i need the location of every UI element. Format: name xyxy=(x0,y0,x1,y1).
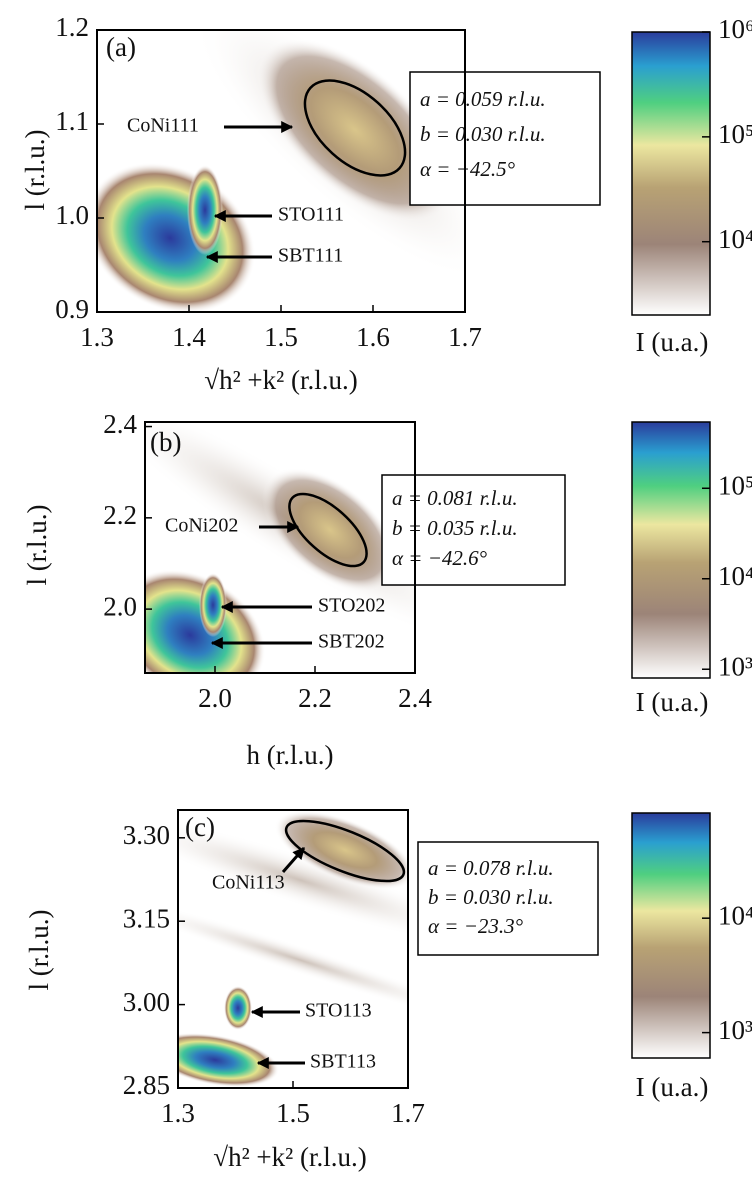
x-axis-label: h (r.l.u.) xyxy=(247,740,334,770)
intensity-map xyxy=(97,30,465,312)
fit-ellipse xyxy=(284,819,406,883)
colorbar-label: I (u.a.) xyxy=(636,1072,709,1102)
x-tick-label: 1.7 xyxy=(448,322,482,352)
colorbar-tick-label: 10³ xyxy=(718,651,752,681)
x-tick-label: 2.2 xyxy=(298,683,332,713)
annotation: CoNi111 xyxy=(127,115,199,137)
annotation: STO111 xyxy=(278,204,344,226)
fit-ellipse xyxy=(288,492,368,568)
plot-frame xyxy=(144,421,416,674)
x-tick-label: 1.4 xyxy=(172,322,206,352)
colorbar-tick-label: 10⁴ xyxy=(718,224,752,254)
y-tick-label: 2.85 xyxy=(123,1070,170,1100)
x-tick-label: 1.7 xyxy=(391,1098,425,1128)
fit-line: a = 0.078 r.l.u. xyxy=(428,856,554,880)
fit-line: b = 0.030 r.l.u. xyxy=(428,885,554,909)
y-axis-label: l (r.l.u.) xyxy=(24,910,54,991)
y-tick-label: 2.0 xyxy=(103,591,137,621)
fit-line: α = −42.6° xyxy=(392,546,488,570)
fit-line: α = −23.3° xyxy=(428,914,524,938)
fit-box xyxy=(409,71,601,206)
intensity-map xyxy=(178,810,408,1088)
colorbar xyxy=(631,812,711,1059)
annotation: SBT111 xyxy=(278,245,343,267)
annotation: STO202 xyxy=(318,595,385,617)
x-tick-label: 2.4 xyxy=(398,683,432,713)
x-tick-label: 2.0 xyxy=(198,683,232,713)
y-tick-label: 1.2 xyxy=(55,12,89,42)
annotation: SBT113 xyxy=(310,1051,376,1073)
fit-line: b = 0.030 r.l.u. xyxy=(420,122,546,146)
y-tick-label: 3.30 xyxy=(123,820,170,850)
x-tick-label: 1.3 xyxy=(161,1098,195,1128)
colorbar xyxy=(631,31,711,316)
y-tick-label: 0.9 xyxy=(55,294,89,324)
panel-label: (b) xyxy=(150,427,181,457)
y-tick-label: 1.1 xyxy=(55,106,89,136)
x-tick-label: 1.3 xyxy=(80,322,114,352)
y-tick-label: 1.0 xyxy=(55,200,89,230)
colorbar-tick-label: 10⁵ xyxy=(718,470,752,500)
colorbar xyxy=(631,421,711,679)
panel-label: (a) xyxy=(106,32,136,62)
colorbar-label: I (u.a.) xyxy=(636,327,709,357)
x-tick-label: 1.5 xyxy=(264,322,298,352)
colorbar-tick-label: 10⁵ xyxy=(718,119,752,149)
y-tick-label: 2.4 xyxy=(103,409,137,439)
fit-box xyxy=(381,474,566,586)
colorbar-tick-label: 10⁶ xyxy=(718,14,752,44)
fit-box xyxy=(417,841,599,956)
y-axis-label: l (r.l.u.) xyxy=(22,505,52,586)
panel-label: (c) xyxy=(185,812,215,842)
x-axis-label: √h² +k² (r.l.u.) xyxy=(204,365,357,395)
annotation: CoNi113 xyxy=(212,872,285,894)
fit-ellipse xyxy=(303,79,407,177)
fit-line: a = 0.081 r.l.u. xyxy=(392,486,518,510)
arrow xyxy=(281,847,306,873)
colorbar-label: I (u.a.) xyxy=(636,687,709,717)
y-tick-label: 3.00 xyxy=(123,987,170,1017)
x-axis-label: √h² +k² (r.l.u.) xyxy=(213,1142,366,1172)
x-tick-label: 1.6 xyxy=(356,322,390,352)
annotation: CoNi202 xyxy=(165,515,238,537)
annotation: STO113 xyxy=(305,1000,372,1022)
colorbar-tick-label: 10⁴ xyxy=(718,561,752,591)
fit-line: b = 0.035 r.l.u. xyxy=(392,516,518,540)
y-axis-label: l (r.l.u.) xyxy=(20,130,50,211)
fit-line: a = 0.059 r.l.u. xyxy=(420,87,546,111)
x-tick-label: 1.5 xyxy=(276,1098,310,1128)
y-tick-label: 2.2 xyxy=(103,500,137,530)
y-tick-label: 3.15 xyxy=(123,903,170,933)
fit-line: α = −42.5° xyxy=(420,157,516,181)
annotation: SBT202 xyxy=(318,631,385,653)
colorbar-tick-label: 10⁴ xyxy=(718,900,752,930)
colorbar-tick-label: 10³ xyxy=(718,1015,752,1045)
